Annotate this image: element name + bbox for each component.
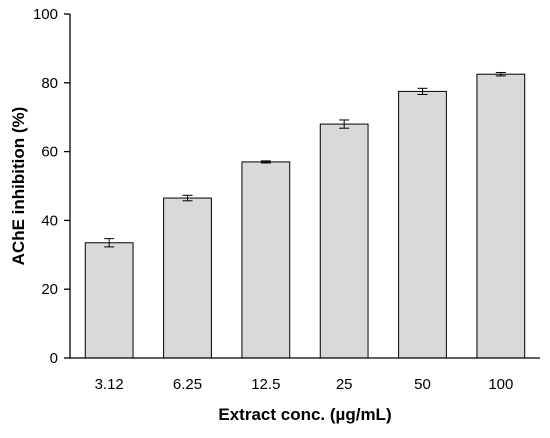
x-tick-label: 50 bbox=[414, 376, 431, 393]
error-bars-group bbox=[104, 71, 506, 248]
y-tick-label: 0 bbox=[50, 350, 58, 367]
bar-100 bbox=[476, 73, 526, 359]
bar-50 bbox=[398, 90, 447, 359]
y-tick-label: 20 bbox=[41, 281, 58, 298]
x-tick-label: 12.5 bbox=[251, 376, 280, 393]
y-tick-label: 100 bbox=[33, 6, 58, 23]
x-axis-title: Extract conc. (µg/mL) bbox=[218, 405, 391, 424]
y-tick-label: 60 bbox=[41, 144, 58, 161]
bar-25 bbox=[319, 123, 369, 359]
bars-group bbox=[84, 73, 526, 359]
y-tick-label: 40 bbox=[41, 212, 58, 229]
y-axis-ticks: 0 20 40 60 80 100 bbox=[33, 6, 70, 367]
bar-12-5 bbox=[241, 161, 291, 359]
y-tick-label: 80 bbox=[41, 75, 58, 92]
x-tick-label: 100 bbox=[488, 376, 513, 393]
bar-3-12 bbox=[84, 242, 134, 359]
x-tick-label: 6.25 bbox=[173, 376, 202, 393]
x-tick-label: 25 bbox=[336, 376, 353, 393]
bar-6-25 bbox=[163, 197, 212, 359]
x-axis-ticks: 3.12 6.25 12.5 25 50 100 bbox=[95, 376, 514, 393]
y-axis-title: AChE inhibition (%) bbox=[9, 107, 28, 266]
x-tick-label: 3.12 bbox=[95, 376, 124, 393]
